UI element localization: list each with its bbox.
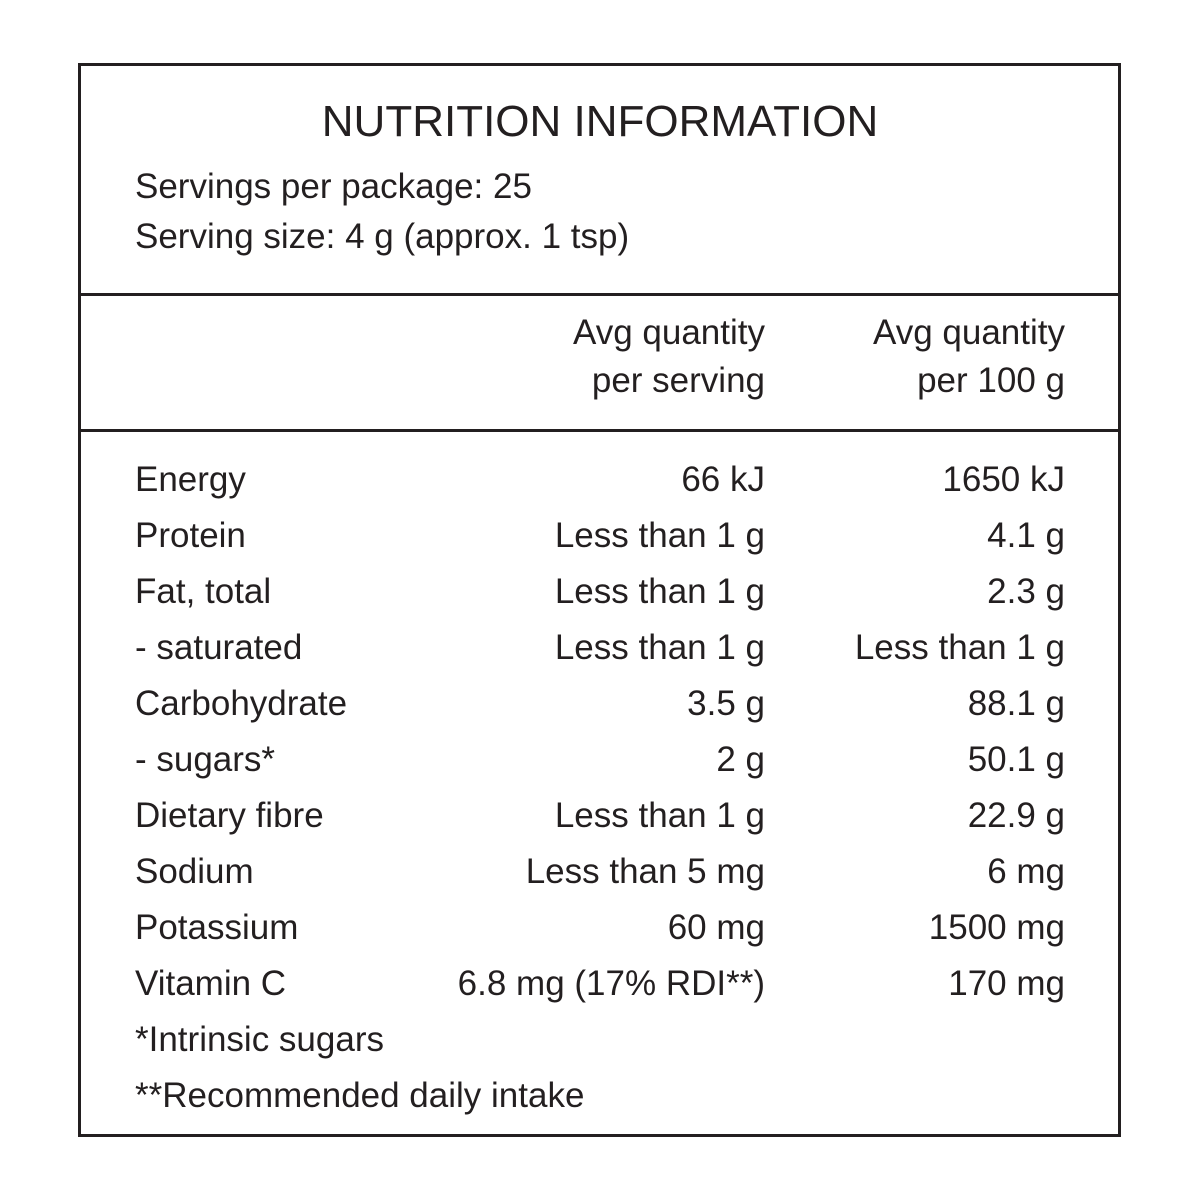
column-header: Avg quantity — [873, 313, 1065, 352]
per-100g: 22.9 g — [967, 796, 1065, 835]
nutrient-name: Carbohydrate — [135, 684, 348, 723]
column-header: per serving — [591, 361, 765, 400]
divider — [78, 293, 1121, 296]
per-100g: 4.1 g — [987, 516, 1065, 555]
nutrient-name: Fat, total — [135, 572, 272, 611]
nutrient-name: Dietary fibre — [135, 796, 324, 835]
nutrient-name: - saturated — [135, 628, 303, 667]
per-serving: Less than 1 g — [554, 516, 765, 555]
per-serving: 6.8 mg (17% RDI**) — [457, 964, 765, 1003]
per-100g: Less than 1 g — [854, 628, 1065, 667]
nutrient-name: - sugars* — [135, 740, 276, 779]
per-serving: Less than 1 g — [554, 796, 765, 835]
nutrient-name: Sodium — [135, 852, 254, 891]
title: NUTRITION INFORMATION — [321, 97, 879, 146]
per-serving: Less than 1 g — [554, 572, 765, 611]
per-100g: 6 mg — [987, 852, 1065, 891]
nutrient-name: Potassium — [135, 908, 299, 947]
per-100g: 2.3 g — [987, 572, 1065, 611]
footnote: *Intrinsic sugars — [135, 1020, 384, 1059]
footnote: **Recommended daily intake — [135, 1076, 585, 1115]
per-serving: Less than 1 g — [554, 628, 765, 667]
divider — [78, 429, 1121, 432]
per-serving: 66 kJ — [681, 460, 765, 499]
per-serving: 3.5 g — [687, 684, 765, 723]
per-100g: 50.1 g — [967, 740, 1065, 779]
nutrient-name: Energy — [135, 460, 246, 499]
column-header: Avg quantity — [573, 313, 765, 352]
per-100g: 88.1 g — [967, 684, 1065, 723]
nutrient-name: Protein — [135, 516, 246, 555]
per-serving: 60 mg — [667, 908, 765, 947]
column-header: per 100 g — [917, 361, 1065, 400]
servings-per-package: Servings per package: 25 — [135, 167, 532, 206]
nutrient-name: Vitamin C — [135, 964, 287, 1003]
per-serving: Less than 5 mg — [525, 852, 765, 891]
per-100g: 1500 mg — [928, 908, 1065, 947]
label-border — [78, 63, 1121, 1137]
serving-size: Serving size: 4 g (approx. 1 tsp) — [135, 217, 630, 256]
per-100g: 170 mg — [948, 964, 1065, 1003]
per-100g: 1650 kJ — [942, 460, 1065, 499]
per-serving: 2 g — [716, 740, 765, 779]
